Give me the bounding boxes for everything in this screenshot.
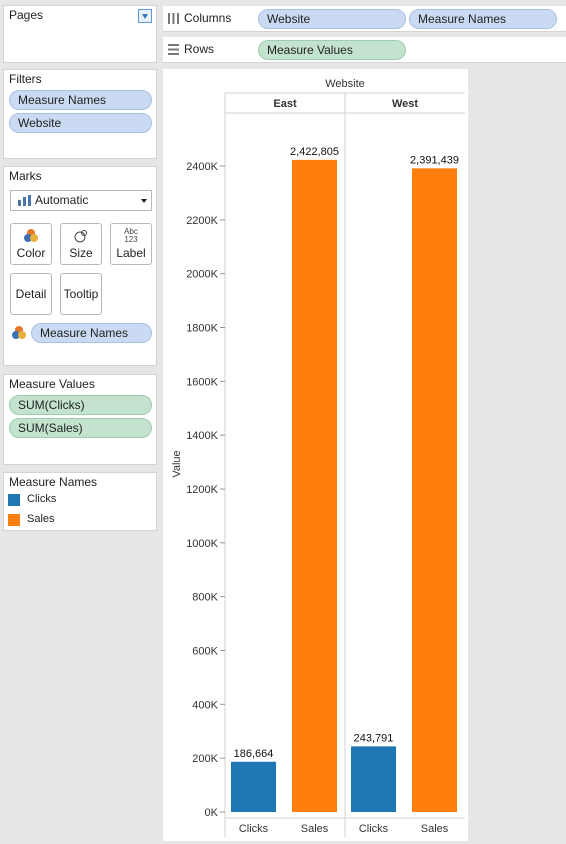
bar-east-clicks	[231, 761, 276, 812]
y-tick-label-1: 200K	[192, 753, 218, 765]
chart-panel: Website East West 0K 200K 400K 600K 800K 1000K 12…	[163, 69, 468, 841]
rows-shelf-label: Rows	[168, 42, 214, 56]
bar-chart: Website East West 0K 200K 400K 600K 800K 1000K 12…	[171, 78, 465, 837]
bar-west-clicks	[351, 746, 396, 812]
columns-label-text: Columns	[184, 11, 232, 25]
measure-pill-sum-clicks[interactable]: SUM(Clicks)	[9, 395, 152, 415]
color-button[interactable]: Color	[10, 223, 52, 265]
legend-label-clicks[interactable]: Clicks	[27, 493, 57, 505]
y-tick-label-10: 2000K	[186, 269, 218, 281]
tooltip-button[interactable]: Tooltip	[60, 273, 102, 315]
size-icon	[74, 230, 87, 243]
bar-west-sales	[412, 168, 457, 813]
y-tick-label-9: 1800K	[186, 323, 218, 335]
rows-shelf[interactable]: Rows Measure Values	[163, 37, 566, 63]
y-tick-label-0: 0K	[205, 807, 219, 819]
chevron-down-icon	[141, 199, 147, 203]
detail-button[interactable]: Detail	[10, 273, 52, 315]
label-icon: Abc 123	[124, 227, 138, 244]
columns-pill-measure-names[interactable]: Measure Names	[409, 9, 557, 29]
data-label-east-sales: 2,422,805	[290, 146, 339, 158]
columns-shelf[interactable]: Columns Website Measure Names	[163, 6, 566, 32]
bar-east-sales	[292, 159, 337, 812]
x-tick-label-east-sales: Sales	[301, 823, 329, 835]
chart-title: Website	[325, 78, 365, 90]
columns-pill-website[interactable]: Website	[258, 9, 406, 29]
pages-card: Pages	[3, 5, 157, 63]
size-button-label: Size	[69, 246, 93, 260]
color-encoding-icon	[12, 326, 26, 339]
pages-title: Pages	[9, 8, 44, 22]
label-button[interactable]: Abc 123 Label	[110, 223, 152, 265]
data-label-west-sales: 2,391,439	[410, 154, 459, 166]
y-tick-label-12: 2400K	[186, 161, 218, 173]
x-tick-label-east-clicks: Clicks	[239, 823, 269, 835]
data-label-east-clicks: 186,664	[234, 748, 274, 760]
y-axis-label: Value	[171, 450, 183, 477]
color-button-label: Color	[16, 246, 46, 260]
y-tick-label-4: 800K	[192, 592, 218, 604]
mark-type-select[interactable]: Automatic	[10, 190, 152, 211]
legend-swatch-sales	[8, 514, 20, 526]
filters-title: Filters	[9, 72, 42, 86]
y-tick-label-7: 1400K	[186, 430, 218, 442]
rows-pill-measure-values[interactable]: Measure Values	[258, 40, 406, 60]
columns-shelf-label: Columns	[168, 11, 231, 25]
label-button-label: Label	[116, 246, 146, 260]
mark-type-value: Automatic	[35, 193, 89, 207]
rows-label-text: Rows	[184, 42, 215, 56]
y-tick-label-8: 1600K	[186, 376, 218, 388]
legend-card: Measure Names Clicks Sales	[3, 472, 157, 531]
marks-card: Marks Automatic Color Size Abc 123 Label…	[3, 166, 157, 366]
filter-pill-website[interactable]: Website	[9, 113, 152, 133]
size-button[interactable]: Size	[60, 223, 102, 265]
filters-card: Filters Measure Names Website	[3, 69, 157, 159]
columns-icon	[168, 12, 179, 24]
bar-chart-icon	[18, 195, 31, 206]
measure-values-card: Measure Values SUM(Clicks) SUM(Sales)	[3, 374, 157, 465]
y-tick-label-11: 2200K	[186, 215, 218, 227]
detail-button-label: Detail	[15, 287, 47, 301]
rows-icon	[168, 43, 179, 55]
color-icon	[24, 229, 38, 242]
legend-swatch-clicks	[8, 494, 20, 506]
filter-pill-measure-names[interactable]: Measure Names	[9, 90, 152, 110]
color-pill-measure-names[interactable]: Measure Names	[31, 323, 152, 343]
legend-label-sales[interactable]: Sales	[27, 513, 55, 525]
y-tick-label-2: 400K	[192, 699, 218, 711]
y-tick-label-5: 1000K	[186, 538, 218, 550]
measure-values-title: Measure Values	[9, 377, 95, 391]
measure-pill-sum-sales[interactable]: SUM(Sales)	[9, 418, 152, 438]
pages-dropdown-icon[interactable]	[138, 9, 152, 23]
y-tick-label-3: 600K	[192, 646, 218, 658]
data-label-west-clicks: 243,791	[354, 732, 394, 744]
panel-header-west: West	[392, 98, 418, 110]
x-tick-label-west-sales: Sales	[421, 823, 449, 835]
y-tick-label-6: 1200K	[186, 484, 218, 496]
tooltip-button-label: Tooltip	[63, 287, 99, 301]
legend-title: Measure Names	[9, 475, 98, 489]
x-tick-label-west-clicks: Clicks	[359, 823, 389, 835]
marks-title: Marks	[9, 169, 42, 183]
panel-header-east: East	[273, 98, 297, 110]
